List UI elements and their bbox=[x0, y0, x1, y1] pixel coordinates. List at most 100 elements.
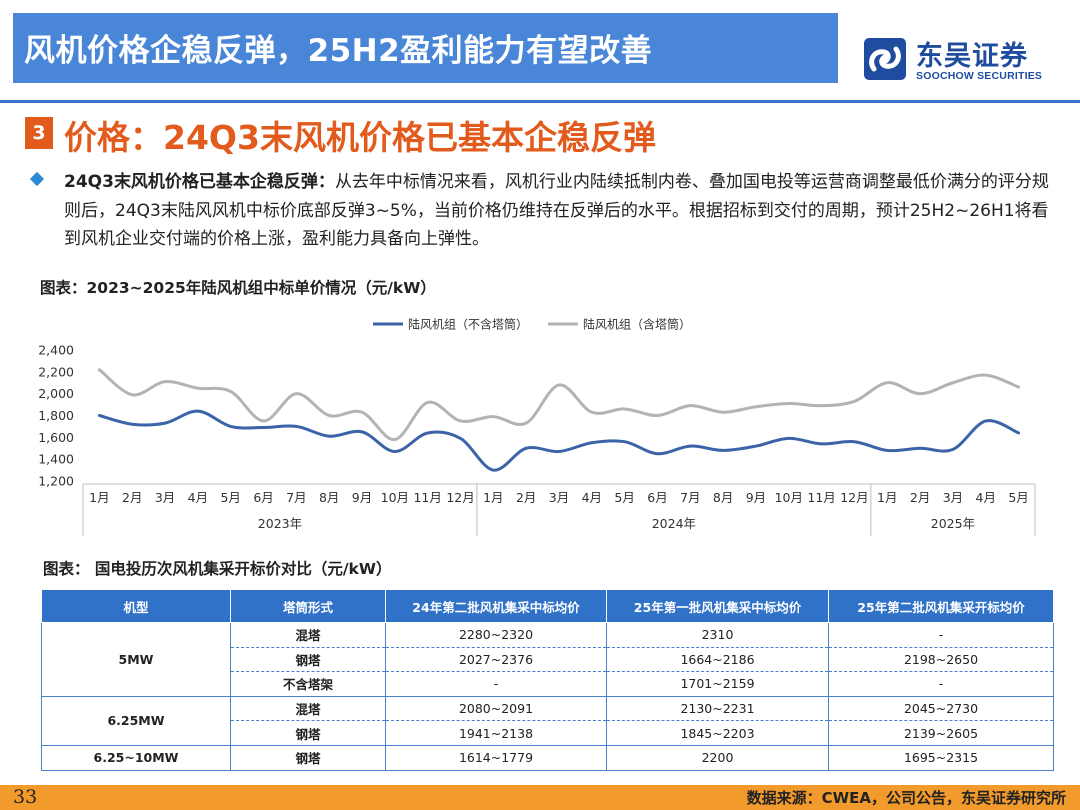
x-tick-label: 5月 bbox=[220, 490, 240, 505]
x-tick-label: 11月 bbox=[807, 490, 835, 505]
legend-label: 陆风机组（不含塔筒） bbox=[408, 317, 528, 332]
logo-english-name: SOOCHOW SECURITIES bbox=[916, 70, 1043, 82]
model-cell: 6.25MW bbox=[41, 696, 231, 746]
x-tick-label: 7月 bbox=[680, 490, 700, 505]
paragraph-lead: 24Q3末风机价格已基本企稳反弹： bbox=[64, 172, 335, 192]
x-tick-label: 8月 bbox=[713, 490, 733, 505]
table-row: 6.25MW 混塔 2080~2091 2130~2231 2045~2730 bbox=[41, 696, 1054, 746]
body-paragraph: 24Q3末风机价格已基本企稳反弹：从去年中标情况来看，风机行业内陆续抵制内卷、叠… bbox=[64, 168, 1054, 254]
bid-price-table: 机型 塔筒形式 24年第二批风机集采中标均价 25年第一批风机集采中标均价 25… bbox=[41, 589, 1054, 771]
x-tick-label: 3月 bbox=[155, 490, 175, 505]
tower-cell: 混塔 bbox=[230, 622, 386, 648]
price-line-chart: 陆风机组（不含塔筒） 陆风机组（含塔筒） 1,200 1,400 1,600 1,800… bbox=[38, 317, 1036, 536]
value-cell: 2200 bbox=[606, 745, 829, 771]
soochow-logo-icon bbox=[864, 38, 906, 80]
tower-cell: 钢塔 bbox=[230, 745, 386, 771]
value-cell: 2280~2320 bbox=[385, 622, 607, 648]
x-tick-label: 4月 bbox=[188, 490, 208, 505]
value-cell: 2045~2730 bbox=[828, 696, 1054, 722]
table-header-row: 机型 塔筒形式 24年第二批风机集采中标均价 25年第一批风机集采中标均价 25… bbox=[41, 589, 1054, 623]
header-divider bbox=[0, 100, 1080, 103]
header-24-batch2: 24年第二批风机集采中标均价 bbox=[385, 589, 607, 623]
x-tick-label: 12月 bbox=[446, 490, 474, 505]
x-tick-label: 9月 bbox=[746, 490, 766, 505]
title-bar: 风机价格企稳反弹，25H2盈利能力有望改善 bbox=[13, 13, 838, 83]
x-tick-label: 10月 bbox=[775, 490, 803, 505]
value-cell: 1845~2203 bbox=[606, 720, 829, 746]
y-tick-label: 2,400 bbox=[38, 343, 74, 358]
value-cell: 1664~2186 bbox=[606, 647, 829, 673]
company-logo: 东吴证券 SOOCHOW SECURITIES bbox=[858, 36, 1058, 86]
year-group-label: 2025年 bbox=[931, 516, 975, 531]
table-row: 不含塔架 -1701~2159- bbox=[42, 671, 1054, 697]
x-tick-label: 6月 bbox=[647, 490, 667, 505]
header-model: 机型 bbox=[41, 589, 231, 623]
logo-chinese-name: 东吴证券 bbox=[916, 41, 1028, 72]
tower-cell: 钢塔 bbox=[230, 647, 386, 673]
x-tick-label: 4月 bbox=[582, 490, 602, 505]
value-cell: 1701~2159 bbox=[606, 671, 829, 697]
x-tick-label: 2月 bbox=[910, 490, 930, 505]
series-line-excl-tower bbox=[97, 409, 1021, 472]
x-tick-label: 11月 bbox=[413, 490, 441, 505]
x-tick-label: 6月 bbox=[253, 490, 273, 505]
y-tick-label: 2,200 bbox=[38, 364, 74, 379]
x-tick-label: 1月 bbox=[877, 490, 897, 505]
value-cell: 1941~2138 bbox=[385, 720, 607, 746]
header-25-batch1: 25年第一批风机集采中标均价 bbox=[606, 589, 829, 623]
value-cell: 1614~1779 bbox=[385, 745, 607, 771]
series-line-incl-tower bbox=[97, 368, 1021, 442]
table-row: 5MW 混塔 2280~2320 2310- bbox=[41, 622, 1054, 697]
tower-cell: 不含塔架 bbox=[230, 671, 386, 697]
x-tick-label: 2月 bbox=[516, 490, 536, 505]
value-cell: 2080~2091 bbox=[385, 696, 607, 722]
value-cell: - bbox=[828, 671, 1054, 697]
header-tower-type: 塔筒形式 bbox=[230, 589, 386, 623]
model-cell: 5MW bbox=[41, 622, 231, 697]
value-cell: - bbox=[385, 671, 607, 697]
value-cell: - bbox=[828, 622, 1054, 648]
x-tick-label: 5月 bbox=[614, 490, 634, 505]
section-number-badge: 3 bbox=[25, 117, 53, 149]
header-25-batch2: 25年第二批风机集采开标均价 bbox=[828, 589, 1054, 623]
value-cell: 2198~2650 bbox=[828, 647, 1054, 673]
x-tick-label: 7月 bbox=[286, 490, 306, 505]
paragraph-text: 从去年中标情况来看，风机行业内陆续抵制内卷、叠加国电投等运营商调整最低价满分的评… bbox=[64, 172, 1049, 249]
page-title: 风机价格企稳反弹，25H2盈利能力有望改善 bbox=[24, 33, 653, 69]
table-row: 钢塔 1941~2138 1845~2203 2139~2605 bbox=[42, 720, 1054, 746]
model-cell: 6.25~10MW bbox=[41, 745, 231, 771]
value-cell: 2139~2605 bbox=[828, 720, 1054, 746]
x-tick-label: 12月 bbox=[840, 490, 868, 505]
value-cell: 2130~2231 bbox=[606, 696, 829, 722]
x-tick-label: 8月 bbox=[319, 490, 339, 505]
figure2-title: 图表： 国电投历次风机集采开标价对比（元/kW） bbox=[43, 560, 392, 578]
tower-cell: 钢塔 bbox=[230, 720, 386, 746]
tower-cell: 混塔 bbox=[230, 696, 386, 722]
x-tick-label: 3月 bbox=[549, 490, 569, 505]
year-group-label: 2023年 bbox=[258, 516, 302, 531]
value-cell: 2027~2376 bbox=[385, 647, 607, 673]
x-tick-label: 9月 bbox=[352, 490, 372, 505]
table-row: 钢塔 2027~2376 1664~2186 2198~2650 bbox=[42, 647, 1054, 673]
data-source: 数据来源：CWEA，公司公告，东吴证券研究所 bbox=[746, 789, 1066, 807]
diamond-bullet-icon bbox=[29, 171, 45, 187]
footer-bar: 33 数据来源：CWEA，公司公告，东吴证券研究所 bbox=[0, 785, 1080, 810]
y-tick-label: 1,400 bbox=[38, 452, 74, 467]
x-tick-label: 4月 bbox=[976, 490, 996, 505]
legend-label: 陆风机组（含塔筒） bbox=[583, 317, 691, 332]
value-cell: 2310 bbox=[606, 622, 829, 648]
value-cell: 1695~2315 bbox=[828, 745, 1054, 771]
section-title: 价格：24Q3末风机价格已基本企稳反弹 bbox=[64, 118, 656, 157]
figure1-title: 图表：2023~2025年陆风机组中标单价情况（元/kW） bbox=[40, 279, 436, 297]
y-tick-label: 1,600 bbox=[38, 430, 74, 445]
x-tick-label: 2月 bbox=[122, 490, 142, 505]
x-tick-label: 5月 bbox=[1008, 490, 1028, 505]
y-tick-label: 2,000 bbox=[38, 386, 74, 401]
x-tick-label: 3月 bbox=[943, 490, 963, 505]
table-row: 6.25~10MW 钢塔 1614~1779 2200 1695~2315 bbox=[41, 745, 1054, 771]
year-group-label: 2024年 bbox=[652, 516, 696, 531]
y-tick-label: 1,800 bbox=[38, 408, 74, 423]
y-tick-label: 1,200 bbox=[38, 474, 74, 489]
page-number: 33 bbox=[13, 786, 38, 808]
x-tick-label: 1月 bbox=[483, 490, 503, 505]
